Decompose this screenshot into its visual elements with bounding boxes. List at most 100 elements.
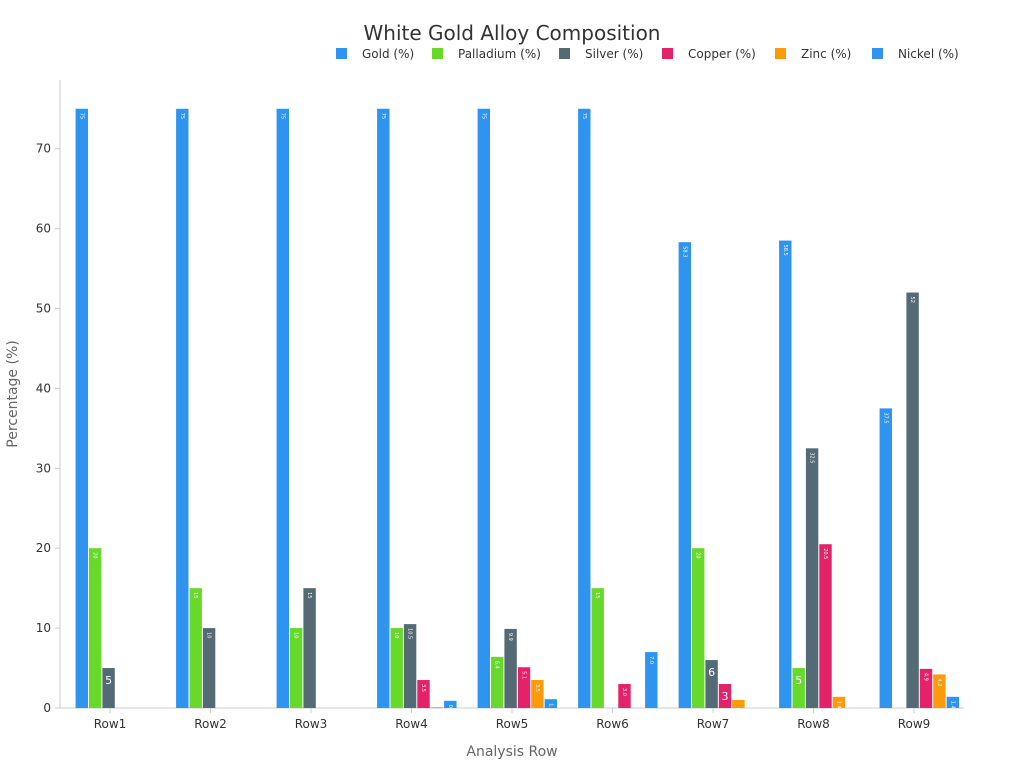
bar-palladium-row3 [290, 628, 303, 708]
bar-silver-row2 [202, 628, 216, 708]
bar-nickel-row4 [444, 700, 457, 708]
bar-zinc-row9 [933, 674, 946, 708]
bar-palladium-row7 [692, 548, 705, 708]
bar-gold-row4 [377, 108, 390, 708]
x-tick-label: Row5 [496, 717, 529, 731]
data-label: 6 [708, 666, 715, 679]
data-label: 1.4 [835, 701, 841, 709]
data-label: 4.9 [923, 673, 929, 681]
data-label: 32.5 [809, 452, 815, 463]
bar-silver-row3 [303, 588, 316, 708]
data-label: 3 [722, 690, 729, 703]
x-tick-label: Row2 [194, 717, 227, 731]
data-label: 75 [78, 113, 84, 119]
data-label: 9.9 [507, 633, 513, 641]
x-tick-label: Row6 [596, 717, 629, 731]
data-label: 1 [735, 706, 742, 719]
bar-copper-row6 [618, 684, 631, 708]
bar-nickel-row9 [946, 696, 959, 708]
data-label: 75 [581, 113, 587, 119]
bar-silver-row9 [906, 292, 919, 708]
data-label: 7.0 [648, 656, 654, 664]
data-label: 3.5 [534, 684, 540, 692]
bar-palladium-row4 [390, 628, 403, 708]
data-label: 20.5 [822, 548, 828, 559]
y-axis: 0 10 20 30 40 50 60 70 [36, 80, 61, 715]
bar-zinc-row5 [531, 680, 544, 708]
data-label: 20 [92, 552, 98, 558]
data-label: 75 [480, 113, 486, 119]
data-label: 58.5 [782, 245, 788, 256]
bar-gold-row7 [678, 242, 691, 708]
bar-copper-row8 [819, 544, 832, 708]
data-label: 75 [279, 113, 285, 119]
legend-label: Nickel (%) [898, 47, 959, 61]
legend-swatch [432, 48, 443, 59]
bar-palladium-row2 [189, 588, 202, 708]
data-label: 5.1 [521, 671, 527, 679]
data-label: 75 [380, 113, 386, 119]
bar-copper-row4 [417, 680, 430, 708]
bar-palladium-row8 [792, 668, 805, 708]
data-label: 10 [293, 632, 299, 638]
y-tick-label: 30 [36, 461, 51, 475]
legend-label: Gold (%) [362, 47, 414, 61]
bar-silver-row7 [705, 660, 718, 708]
bars [75, 108, 959, 709]
bar-palladium-row5 [491, 656, 504, 708]
data-label: 1.4 [949, 701, 955, 709]
bar-gold-row1 [75, 108, 88, 708]
y-tick-label: 60 [36, 222, 51, 236]
data-label: 3.5 [420, 684, 426, 692]
x-axis-title: Analysis Row [466, 744, 557, 760]
bar-copper-row9 [919, 668, 933, 708]
legend-swatch [559, 48, 570, 59]
legend-label: Zinc (%) [801, 47, 851, 61]
bar-palladium-row1 [89, 548, 102, 708]
bar-gold-row2 [176, 108, 189, 708]
data-label: 5 [795, 674, 802, 687]
data-label: 1.1 [547, 703, 553, 711]
bar-zinc-row7 [732, 700, 745, 708]
data-label: 52 [909, 297, 915, 303]
data-label: 37.5 [882, 412, 888, 423]
x-tick-label: Row1 [94, 717, 127, 731]
bar-silver-row4 [403, 624, 417, 708]
bar-silver-row5 [504, 628, 517, 708]
bar-silver-row1 [102, 668, 115, 708]
bar-silver-row8 [805, 448, 819, 708]
data-label: 4.2 [936, 678, 942, 686]
y-tick-label: 50 [36, 302, 51, 316]
bar-zinc-row8 [832, 696, 846, 708]
y-tick-label: 40 [36, 381, 51, 395]
y-tick-label: 0 [43, 701, 51, 715]
chart-title: White Gold Alloy Composition [364, 21, 661, 45]
x-tick-label: Row7 [697, 717, 730, 731]
data-label: 58.3 [681, 246, 687, 257]
data-label: 75 [179, 113, 185, 119]
bar-copper-row5 [517, 667, 531, 708]
legend-swatch [775, 48, 786, 59]
data-label: 3.0 [621, 688, 627, 696]
legend-label: Palladium (%) [458, 47, 541, 61]
x-tick-label: Row4 [395, 717, 428, 731]
legend-swatch [336, 48, 347, 59]
bar-gold-row3 [276, 108, 289, 708]
data-label: 5 [105, 674, 112, 687]
y-axis-title: Percentage (%) [5, 340, 21, 447]
x-tick-label: Row9 [898, 717, 931, 731]
bar-gold-row5 [477, 108, 490, 708]
data-label: 6.4 [494, 661, 500, 669]
bar-nickel-row6 [645, 652, 658, 708]
data-label: 10 [393, 632, 399, 638]
y-tick-label: 20 [36, 541, 51, 555]
legend-label: Copper (%) [688, 47, 756, 61]
x-axis: Row1 Row2 Row3 Row4 Row5 Row6 Row7 Row8 Row9 [60, 707, 964, 731]
y-tick-label: 10 [36, 621, 51, 635]
bar-gold-row6 [578, 108, 591, 708]
bar-zinc-row4 [430, 707, 444, 708]
data-label: 20 [695, 552, 701, 558]
legend-swatch [662, 48, 673, 59]
